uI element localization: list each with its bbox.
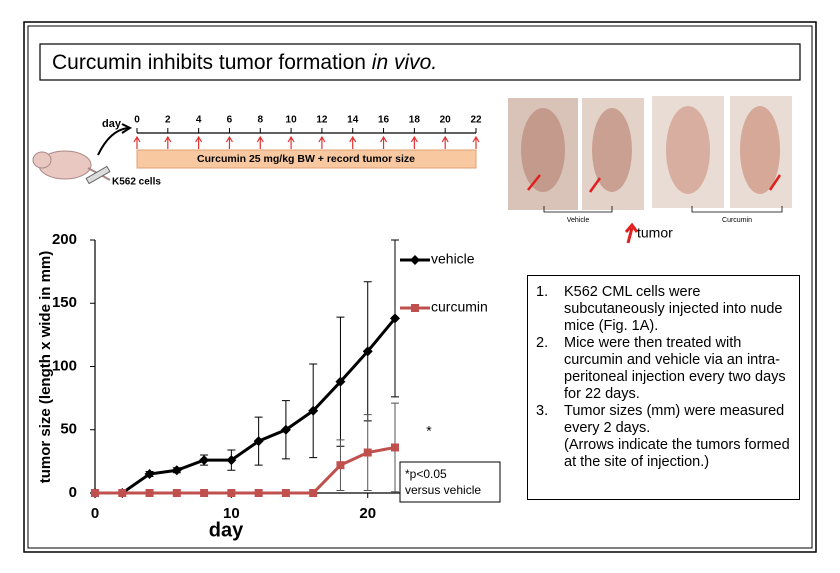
timeline-day-label: 22 — [470, 115, 482, 126]
note-number: 2. — [536, 335, 549, 351]
point — [280, 424, 291, 435]
note-text: Mice were then treated with curcumin and… — [564, 335, 786, 402]
notes-box: 1. K562 CML cells were subcutaneously inj… — [527, 275, 800, 500]
cells-label: K562 cells — [112, 177, 161, 188]
injection-arrow — [380, 135, 388, 149]
treatment-label: Curcumin 25 mg/kg BW + record tumor size — [197, 153, 415, 165]
y-tick-label: 100 — [52, 357, 77, 374]
note-number: 1. — [536, 284, 549, 300]
timeline-day-label: 6 — [227, 115, 233, 126]
point — [144, 469, 155, 480]
x-axis-title: day — [209, 519, 244, 541]
point — [199, 455, 210, 466]
point — [308, 405, 319, 416]
injection-arrow — [256, 135, 264, 149]
note-text: Tumor sizes (mm) were measured every 2 d… — [564, 403, 785, 436]
injection-arrow — [195, 135, 203, 149]
injection-arrow — [318, 135, 326, 149]
point — [336, 461, 345, 470]
timeline-day-label: 20 — [440, 115, 452, 126]
note-number: 3. — [536, 403, 549, 419]
note-remark: (Arrows indicate the tumors formed at th… — [564, 437, 790, 470]
point — [171, 465, 182, 476]
injection-arrow — [287, 135, 295, 149]
note-item: 3. Tumor sizes (mm) were measured every 2… — [536, 403, 791, 437]
injection-arrow — [410, 135, 418, 149]
injection-arrow — [349, 135, 357, 149]
x-tick-label: 10 — [223, 505, 240, 522]
injection-arrow — [472, 135, 480, 149]
injection-arrow — [133, 135, 141, 149]
x-tick-label: 0 — [91, 505, 99, 522]
y-tick-label: 150 — [52, 294, 77, 311]
injection-arrow — [164, 135, 172, 149]
timeline-day-label: 18 — [409, 115, 421, 126]
point — [362, 346, 373, 357]
note-text: K562 CML cells were subcutaneously injec… — [564, 284, 783, 334]
photo-group-label: Curcumin — [722, 217, 752, 224]
note-item: 2. Mice were then treated with curcumin a… — [536, 335, 791, 403]
plot: 0 50 100 150 200 0 10 20 vehicle curcumin — [52, 231, 488, 522]
photo-group-label: Vehicle — [567, 217, 590, 224]
point — [363, 448, 372, 457]
point — [226, 455, 237, 466]
point — [281, 489, 290, 497]
treatment-bar — [136, 149, 477, 169]
note-item: 1. K562 CML cells were subcutaneously inj… — [536, 284, 791, 335]
photos — [508, 96, 792, 244]
significance-text: *p<0.05 — [405, 467, 447, 481]
y-tick-label: 50 — [60, 421, 77, 438]
point — [254, 489, 263, 497]
legend-label: curcumin — [431, 299, 488, 315]
significance-text: versus vehicle — [405, 483, 481, 497]
point — [390, 313, 400, 324]
timeline-day-label: 16 — [378, 115, 390, 126]
point — [227, 489, 236, 497]
timeline-day-label: 2 — [165, 115, 171, 126]
x-tick-label: 20 — [359, 505, 376, 522]
timeline-day-label: 8 — [257, 115, 263, 126]
title-emphasis: in vivo. — [372, 51, 437, 74]
legend-label: vehicle — [431, 251, 475, 267]
series-line — [95, 317, 397, 495]
point — [118, 489, 127, 497]
point — [253, 436, 264, 447]
point — [309, 489, 318, 497]
title: Curcumin inhibits tumor formation in viv… — [52, 51, 437, 74]
y-tick-label: 200 — [52, 231, 77, 248]
point — [145, 489, 154, 497]
timeline-day-label: 4 — [196, 115, 202, 126]
legend-marker — [411, 304, 419, 312]
injection-arrow — [225, 135, 233, 149]
tumor-arrow-label: tumor — [637, 225, 673, 241]
title-box — [39, 43, 801, 81]
y-tick-label: 0 — [69, 484, 77, 501]
y-axis-title: tumor size (length x wide in mm) — [37, 251, 54, 484]
point — [335, 376, 346, 387]
timeline-day-label: 0 — [134, 115, 140, 126]
timeline-day-label: 12 — [316, 115, 328, 126]
point — [91, 489, 99, 497]
timeline-label: day — [102, 118, 122, 130]
inner-frame — [27, 25, 813, 549]
point — [391, 443, 399, 452]
title-text: Curcumin inhibits tumor formation — [52, 51, 366, 74]
timeline-day-label: 10 — [286, 115, 298, 126]
significance-star: * — [426, 423, 432, 439]
legend-marker — [410, 255, 420, 265]
point — [172, 489, 181, 497]
significance-box — [399, 461, 501, 503]
series-line — [95, 445, 396, 495]
mouse-illustration — [32, 123, 133, 185]
injection-arrow — [441, 135, 449, 149]
timeline-ticks: 0 2 4 6 8 10 12 14 16 18 20 22 — [133, 115, 482, 149]
point — [200, 489, 209, 497]
timeline-day-label: 14 — [347, 115, 359, 126]
outer-frame — [23, 21, 817, 553]
